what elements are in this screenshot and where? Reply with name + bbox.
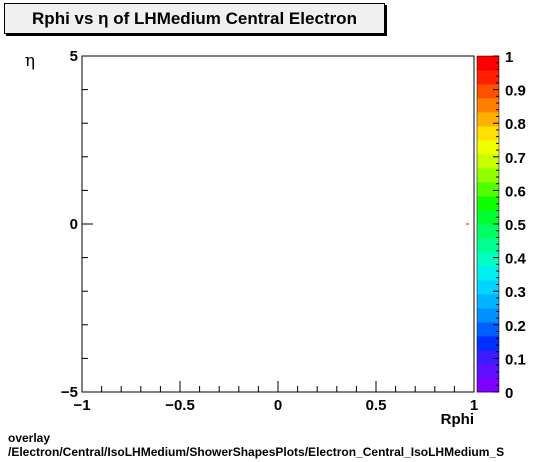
colorbar-segment	[477, 210, 499, 225]
y-tick-label: 0	[70, 216, 78, 233]
colorbar-segment	[477, 168, 499, 183]
colorbar-segment	[477, 266, 499, 281]
colorbar-segment	[477, 140, 499, 155]
colorbar-segment	[477, 56, 499, 71]
colorbar-segment	[477, 84, 499, 99]
plot-area: −1 −0.5 0 0.5 1 −5 0 5 Rphi η	[25, 48, 478, 428]
colorbar-tick-label: 0.8	[505, 116, 526, 133]
y-tick-label: −5	[61, 384, 78, 401]
colorbar-segment	[477, 238, 499, 253]
colorbar-segment	[477, 196, 499, 211]
x-tick-label: −0.5	[165, 397, 195, 414]
colorbar-tick-label: 1	[505, 49, 513, 66]
colorbar-segment	[477, 252, 499, 267]
colorbar-segment	[477, 336, 499, 351]
colorbar-segment	[477, 364, 499, 379]
colorbar-segment	[477, 350, 499, 365]
colorbar-segment	[477, 182, 499, 197]
colorbar-segment	[477, 70, 499, 85]
y-tick-label: 5	[70, 48, 78, 65]
chart-title: Rphi vs η of LHMedium Central Electron	[32, 8, 357, 28]
colorbar-segment	[477, 280, 499, 295]
colorbar-segment	[477, 98, 499, 113]
footer-overlay-label: overlay	[8, 431, 51, 445]
y-axis-label: η	[25, 51, 35, 71]
colorbar-segment	[477, 308, 499, 323]
data-cell	[466, 223, 470, 225]
colorbar-segment	[477, 224, 499, 239]
colorbar-segment	[477, 154, 499, 169]
colorbar: 0 0.1 0.2 0.3 0.4 0.5 0.6 0.7 0.8 0.9 1	[476, 49, 527, 402]
x-tick-label: 0	[274, 397, 282, 414]
colorbar-tick-label: 0.7	[505, 150, 526, 167]
colorbar-segment	[477, 294, 499, 309]
chart-title-box: Rphi vs η of LHMedium Central Electron	[4, 3, 385, 34]
x-axis-label: Rphi	[441, 411, 474, 428]
colorbar-tick-label: 0.4	[505, 251, 527, 268]
colorbar-tick-label: 0.2	[505, 318, 526, 335]
x-tick-label: 0.5	[366, 397, 387, 414]
colorbar-tick-label: 0.1	[505, 351, 526, 368]
colorbar-segment	[477, 322, 499, 337]
colorbar-segment	[477, 112, 499, 127]
colorbar-tick-label: 0.5	[505, 217, 526, 234]
colorbar-tick-label: 0.3	[505, 284, 526, 301]
colorbar-tick-label: 0.6	[505, 183, 526, 200]
x-tick-label: −1	[73, 397, 90, 414]
x-tick-label: 1	[470, 397, 478, 414]
colorbar-tick-label: 0.9	[505, 83, 526, 100]
colorbar-segment	[477, 378, 499, 393]
colorbar-segment	[477, 126, 499, 141]
plot-frame	[81, 55, 475, 393]
footer-path-label: /Electron/Central/IsoLHMedium/ShowerShap…	[8, 445, 505, 459]
colorbar-tick-label: 0	[505, 385, 513, 402]
